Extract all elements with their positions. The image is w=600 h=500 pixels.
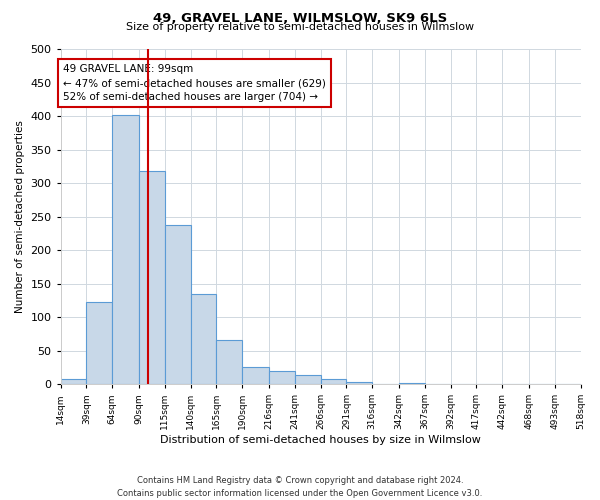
Bar [86,302,112,384]
Text: Size of property relative to semi-detached houses in Wilmslow: Size of property relative to semi-detach… [126,22,474,32]
Text: 49 GRAVEL LANE: 99sqm
← 47% of semi-detached houses are smaller (629)
52% of sem: 49 GRAVEL LANE: 99sqm ← 47% of semi-deta… [64,64,326,102]
Bar [242,368,269,384]
Y-axis label: Number of semi-detached properties: Number of semi-detached properties [15,120,25,313]
Bar [320,380,346,384]
Bar [61,380,86,384]
Text: Contains HM Land Registry data © Crown copyright and database right 2024.
Contai: Contains HM Land Registry data © Crown c… [118,476,482,498]
Bar [112,116,139,384]
Bar [165,225,191,384]
Bar [139,171,165,384]
Bar [399,382,425,384]
Bar [217,340,242,384]
Text: 49, GRAVEL LANE, WILMSLOW, SK9 6LS: 49, GRAVEL LANE, WILMSLOW, SK9 6LS [153,12,447,26]
Bar [269,370,295,384]
X-axis label: Distribution of semi-detached houses by size in Wilmslow: Distribution of semi-detached houses by … [160,435,481,445]
Bar [191,294,217,384]
Bar [346,382,372,384]
Bar [295,376,320,384]
